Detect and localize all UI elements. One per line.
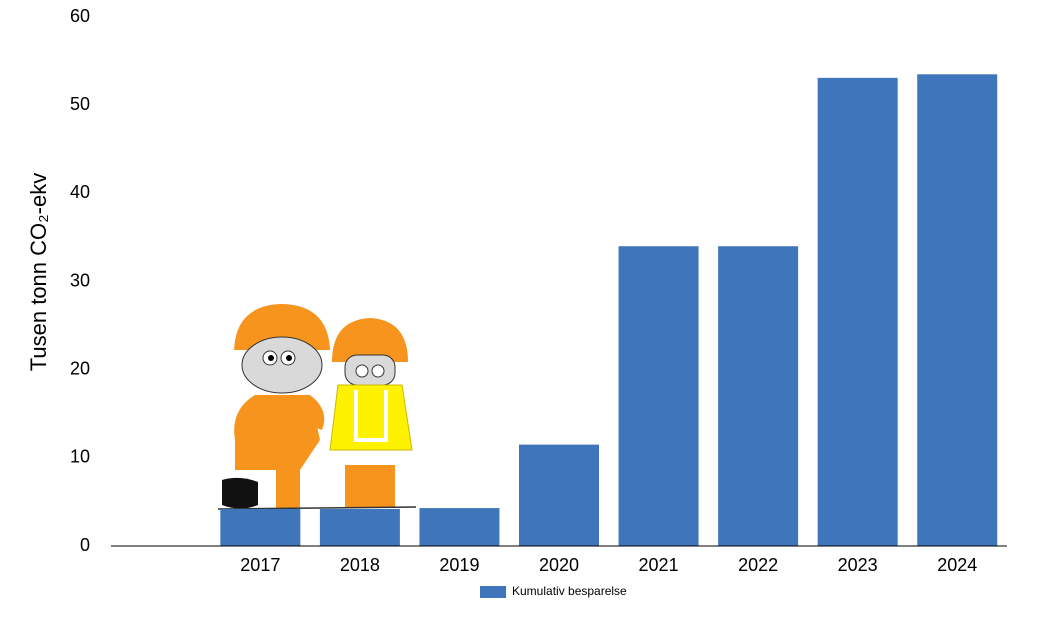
x-tick-label: 2024 <box>937 555 977 575</box>
y-tick-label: 0 <box>80 535 90 555</box>
x-tick-label: 2020 <box>539 555 579 575</box>
bar <box>917 74 998 546</box>
x-tick-label: 2019 <box>439 555 479 575</box>
x-tick-label: 2021 <box>639 555 679 575</box>
y-tick-label: 60 <box>70 6 90 26</box>
y-tick-label: 40 <box>70 182 90 202</box>
bar <box>319 508 400 546</box>
bar <box>718 246 799 546</box>
bar <box>519 444 599 546</box>
legend-label: Kumulativ besparelse <box>512 584 627 598</box>
bar <box>817 77 898 547</box>
y-tick-label: 50 <box>70 94 90 114</box>
y-tick-label: 30 <box>70 270 90 290</box>
illustration <box>217 304 417 510</box>
bar <box>220 508 301 546</box>
x-tick-label: 2018 <box>340 555 380 575</box>
x-tick-label: 2017 <box>240 555 280 575</box>
bar <box>419 508 500 546</box>
legend-swatch <box>480 586 506 598</box>
bar <box>618 246 699 546</box>
x-tick-label: 2022 <box>738 555 778 575</box>
y-axis-label: Tusen tonn CO₂-ekv <box>26 173 51 371</box>
x-tick-label: 2023 <box>838 555 878 575</box>
y-tick-label: 20 <box>70 358 90 378</box>
y-tick-label: 10 <box>70 447 90 467</box>
